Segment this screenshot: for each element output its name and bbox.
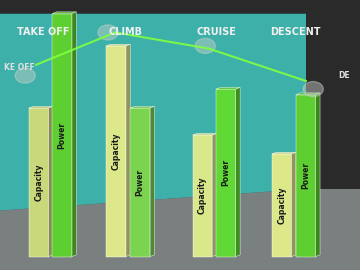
Polygon shape (126, 44, 130, 256)
Bar (296, 94, 316, 256)
Text: Power: Power (301, 162, 310, 189)
Polygon shape (0, 0, 360, 14)
Polygon shape (296, 93, 320, 94)
Text: TAKE OFF: TAKE OFF (17, 27, 69, 38)
Circle shape (98, 25, 118, 40)
Bar (130, 108, 150, 256)
Text: Power: Power (58, 122, 67, 148)
Text: Capacity: Capacity (34, 164, 43, 201)
Polygon shape (193, 133, 217, 135)
Text: Capacity: Capacity (277, 187, 286, 224)
Bar (216, 89, 236, 256)
Text: DESCENT: DESCENT (270, 27, 320, 38)
Text: DE: DE (338, 71, 350, 80)
Polygon shape (52, 12, 76, 14)
Polygon shape (150, 106, 154, 256)
Circle shape (195, 38, 215, 53)
Polygon shape (49, 106, 53, 256)
Text: Capacity: Capacity (198, 177, 207, 214)
Text: KE OFF: KE OFF (4, 63, 34, 72)
Text: Capacity: Capacity (112, 133, 121, 170)
Circle shape (303, 82, 323, 97)
Polygon shape (316, 93, 320, 256)
Text: CLIMB: CLIMB (109, 27, 143, 38)
Circle shape (15, 68, 35, 83)
Bar (106, 46, 126, 256)
Polygon shape (106, 44, 130, 46)
Polygon shape (0, 189, 360, 270)
Bar (272, 154, 292, 256)
Polygon shape (29, 106, 53, 108)
Bar (52, 14, 72, 256)
Polygon shape (292, 152, 296, 256)
Text: Power: Power (136, 169, 145, 196)
Polygon shape (236, 87, 240, 256)
Polygon shape (216, 87, 240, 89)
Polygon shape (130, 106, 154, 108)
Bar (193, 135, 212, 256)
Polygon shape (212, 133, 217, 256)
Polygon shape (272, 152, 296, 154)
Polygon shape (72, 12, 76, 256)
Text: Power: Power (221, 159, 230, 186)
Polygon shape (0, 14, 306, 211)
Bar (29, 108, 49, 256)
Text: CRUISE: CRUISE (196, 27, 236, 38)
